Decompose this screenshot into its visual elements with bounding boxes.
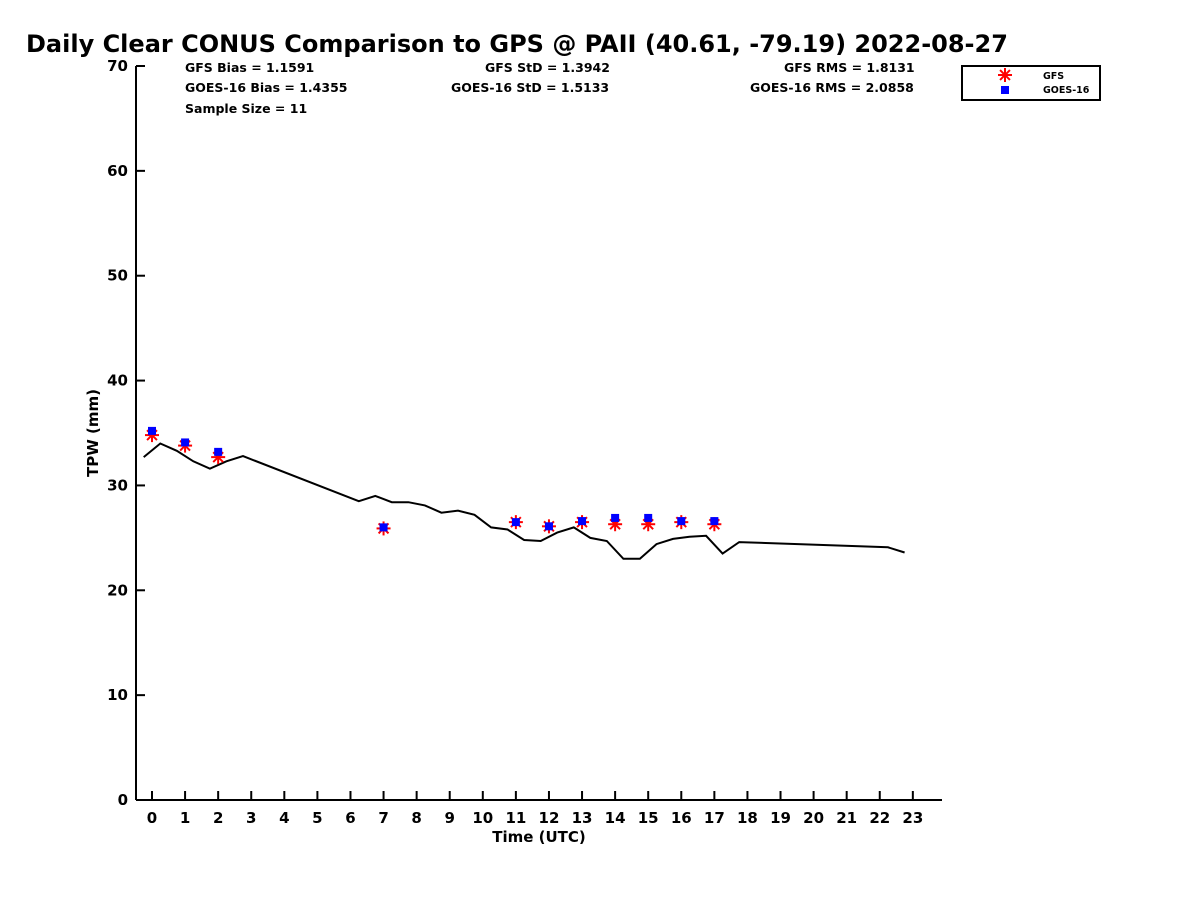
- x-tick-label: 18: [737, 809, 758, 827]
- y-tick-label: 30: [107, 476, 128, 494]
- gfs-std-stat: GFS StD = 1.3942: [485, 60, 610, 75]
- legend: GFS GOES-16: [961, 65, 1101, 101]
- goes-rms-stat: GOES-16 RMS = 2.0858: [750, 80, 914, 95]
- x-tick-label: 5: [312, 809, 322, 827]
- legend-goes-marker: [1001, 86, 1009, 94]
- chart-title: Daily Clear CONUS Comparison to GPS @ PA…: [26, 30, 1008, 58]
- y-tick-label: 0: [118, 791, 128, 809]
- goes-point: [611, 513, 620, 522]
- y-tick-label: 20: [107, 581, 128, 599]
- y-tick-label: 70: [107, 57, 128, 75]
- goes-point: [379, 523, 388, 532]
- gfs-rms-stat: GFS RMS = 1.8131: [784, 60, 915, 75]
- x-tick-label: 16: [671, 809, 692, 827]
- x-tick-label: 11: [505, 809, 526, 827]
- y-axis-label: TPW (mm): [84, 389, 102, 477]
- x-tick-label: 7: [378, 809, 388, 827]
- sample-size-stat: Sample Size = 11: [185, 101, 308, 116]
- x-tick-label: 6: [345, 809, 355, 827]
- legend-gfs-asterisk: [998, 68, 1012, 82]
- goes-point: [710, 517, 719, 526]
- goes-point: [644, 513, 653, 522]
- x-tick-label: 10: [472, 809, 493, 827]
- goes-point: [214, 447, 223, 456]
- x-tick-label: 9: [445, 809, 455, 827]
- x-tick-label: 4: [279, 809, 289, 827]
- x-axis-label: Time (UTC): [492, 828, 586, 846]
- x-tick-label: 19: [770, 809, 791, 827]
- x-tick-label: 23: [902, 809, 923, 827]
- x-tick-label: 21: [836, 809, 857, 827]
- legend-goes-label: GOES-16: [1043, 85, 1090, 96]
- goes-point: [511, 518, 520, 527]
- x-tick-label: 14: [605, 809, 626, 827]
- goes-point: [544, 522, 553, 531]
- y-tick-label: 40: [107, 372, 128, 390]
- x-tick-label: 12: [539, 809, 560, 827]
- gps-line: [143, 442, 905, 560]
- legend-box: [961, 65, 1101, 101]
- y-tick-label: 60: [107, 162, 128, 180]
- x-tick-label: 1: [180, 809, 190, 827]
- legend-gfs-marker: [998, 68, 1012, 82]
- gfs-bias-stat: GFS Bias = 1.1591: [185, 60, 315, 75]
- x-tick-label: 20: [803, 809, 824, 827]
- x-tick-label: 15: [638, 809, 659, 827]
- y-tick-label: 50: [107, 267, 128, 285]
- x-tick-label: 22: [869, 809, 890, 827]
- goes-point: [181, 438, 190, 447]
- legend-gfs-label: GFS: [1043, 71, 1064, 82]
- goes-bias-stat: GOES-16 Bias = 1.4355: [185, 80, 348, 95]
- x-tick-label: 3: [246, 809, 256, 827]
- x-tick-label: 17: [704, 809, 725, 827]
- goes-point: [578, 517, 587, 526]
- goes-std-stat: GOES-16 StD = 1.5133: [451, 80, 610, 95]
- x-tick-label: 0: [147, 809, 157, 827]
- marks-group: [143, 426, 905, 560]
- x-tick-label: 2: [213, 809, 223, 827]
- x-tick-label: 13: [572, 809, 593, 827]
- goes-point: [677, 517, 686, 526]
- x-tick-label: 8: [411, 809, 421, 827]
- goes-point: [148, 426, 156, 435]
- y-tick-label: 10: [107, 686, 128, 704]
